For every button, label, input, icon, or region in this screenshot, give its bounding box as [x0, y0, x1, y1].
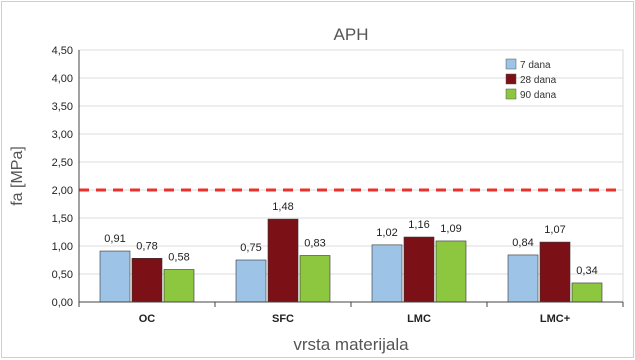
value-label: 1,02: [376, 227, 397, 239]
bar-28-dana-lmc-plus: [539, 241, 571, 303]
bar-7-dana-oc: [99, 250, 131, 303]
bar-7-dana-lmc-plus: [507, 254, 539, 303]
y-tick-label: 1,00: [52, 241, 73, 253]
legend-label: 90 dana: [520, 90, 557, 101]
y-tick-label: 0,00: [52, 297, 73, 309]
value-label: 1,48: [272, 201, 293, 213]
value-label: 0,84: [512, 237, 533, 249]
bar-90-dana-sfc: [299, 255, 331, 303]
legend: 7 dana 28 dana 90 dana: [505, 58, 557, 101]
y-tick-label: 2,50: [52, 157, 73, 169]
x-axis-title: vrsta materijala: [293, 335, 409, 354]
bar-7-dana-sfc: [235, 259, 267, 303]
value-label: 0,58: [168, 252, 189, 264]
bars-group: [99, 218, 603, 303]
bar-28-dana-sfc: [267, 218, 299, 303]
value-label: 0,75: [240, 242, 261, 254]
value-labels-group: 0,91 0,78 0,58 0,75 1,48 0,83 1,02 1,16 1,09 0,84…: [104, 201, 597, 277]
value-label: 0,83: [304, 238, 325, 250]
y-tick-label: 3,50: [52, 101, 73, 113]
value-label: 1,07: [544, 224, 565, 236]
legend-swatch: [505, 88, 517, 100]
bar-28-dana-lmc: [403, 236, 435, 303]
y-tick-label: 3,00: [52, 129, 73, 141]
legend-label: 7 dana: [520, 60, 551, 71]
bar-90-dana-lmc: [435, 240, 467, 303]
y-tick-label: 0,50: [52, 269, 73, 281]
value-label: 0,91: [104, 233, 125, 245]
x-tick-label: LMC: [407, 313, 431, 325]
x-tick-label: LMC+: [540, 313, 570, 325]
x-tick-label: OC: [139, 313, 156, 325]
y-axis-title: fa [MPa]: [9, 146, 26, 206]
y-tick-label: 4,50: [52, 45, 73, 57]
x-tick-label: SFC: [272, 313, 294, 325]
legend-label: 28 dana: [520, 75, 557, 86]
y-tick-label: 4,00: [52, 73, 73, 85]
bar-90-dana-oc: [163, 269, 195, 303]
chart-title: APH: [334, 25, 369, 44]
value-label: 1,09: [440, 223, 461, 235]
legend-swatch: [505, 58, 517, 70]
value-label: 0,78: [136, 240, 157, 252]
bar-7-dana-lmc: [371, 244, 403, 303]
y-tick-label: 1,50: [52, 213, 73, 225]
bar-90-dana-lmc-plus: [571, 282, 603, 303]
value-label: 1,16: [408, 219, 429, 231]
bar-28-dana-oc: [131, 258, 163, 303]
y-axis: 0,00 0,50 1,00 1,50 2,00 2,50 3,00 3,50 4,00 4,50: [52, 45, 80, 309]
x-axis: OC SFC LMC LMC+: [78, 301, 624, 325]
y-tick-label: 2,00: [52, 185, 73, 197]
legend-swatch: [505, 73, 517, 85]
value-label: 0,34: [576, 265, 597, 277]
